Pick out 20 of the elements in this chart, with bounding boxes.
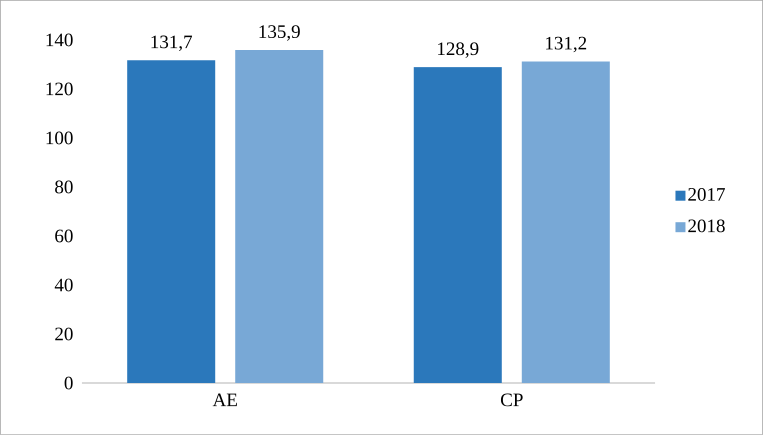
x-tick-label: AE xyxy=(212,394,237,406)
bar xyxy=(235,50,324,384)
legend-label: 2017 xyxy=(688,188,725,201)
y-tick-label: 120 xyxy=(46,82,73,96)
y-tick-label: 60 xyxy=(55,230,73,242)
y-tick-label: 40 xyxy=(54,278,73,292)
y-tick-label: 0 xyxy=(64,376,73,390)
y-tick-label: 140 xyxy=(46,34,73,46)
data-label: 131,7 xyxy=(151,36,192,52)
y-tick-label: 20 xyxy=(55,328,73,340)
y-tick-label: 80 xyxy=(55,180,73,194)
bar xyxy=(522,62,610,384)
y-tick-label: 100 xyxy=(46,132,73,144)
bar xyxy=(127,60,216,384)
data-label: 135,9 xyxy=(260,25,300,41)
data-label: 131,2 xyxy=(546,36,586,52)
bar xyxy=(414,67,502,384)
legend-label: 2018 xyxy=(688,220,725,232)
data-label: 128,9 xyxy=(438,42,478,58)
x-tick-label: CP xyxy=(500,394,523,406)
